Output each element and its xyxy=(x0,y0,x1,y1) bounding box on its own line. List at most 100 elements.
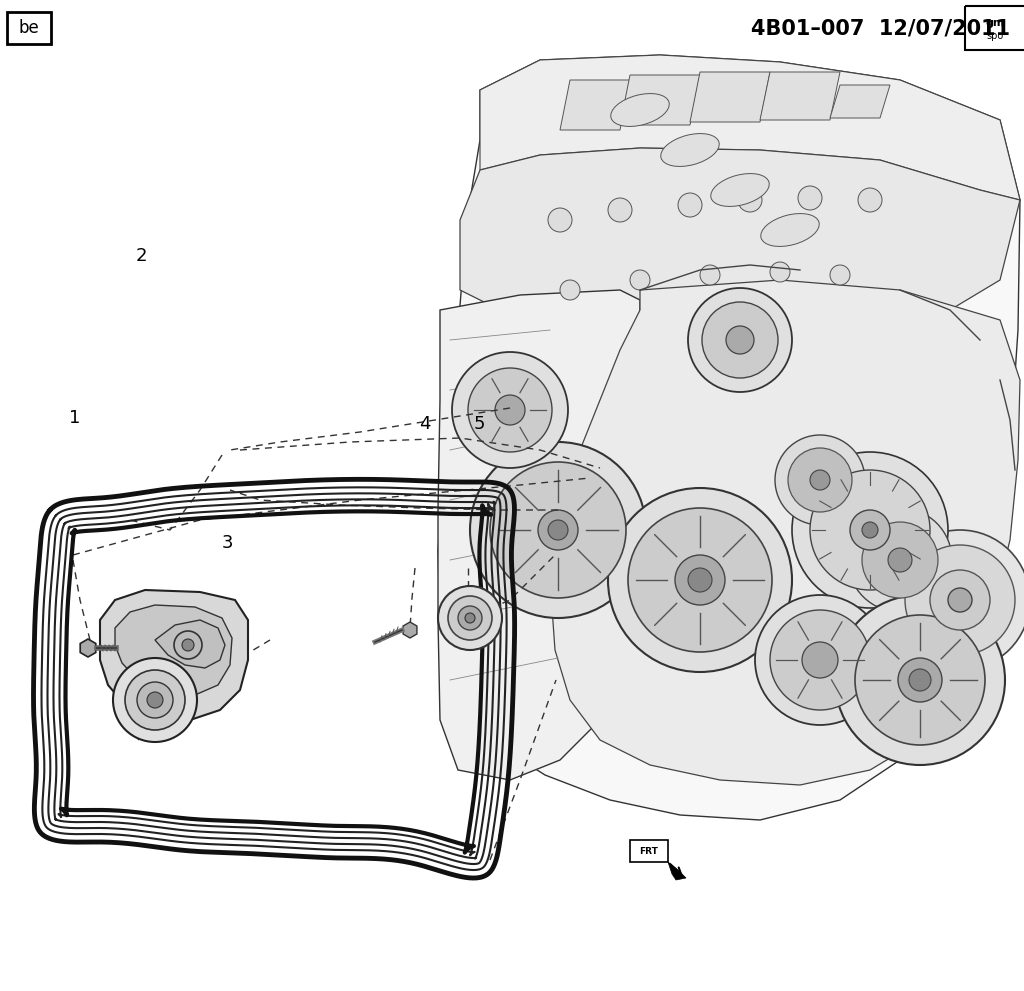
Text: FRT: FRT xyxy=(640,846,658,855)
Circle shape xyxy=(888,548,912,572)
Circle shape xyxy=(174,631,202,659)
Circle shape xyxy=(941,630,951,640)
Text: 4B01–007  12/07/2011: 4B01–007 12/07/2011 xyxy=(751,18,1010,38)
Polygon shape xyxy=(560,80,630,130)
Circle shape xyxy=(830,265,850,285)
Circle shape xyxy=(581,573,591,583)
Circle shape xyxy=(726,326,754,354)
Circle shape xyxy=(810,470,930,590)
Polygon shape xyxy=(830,85,890,118)
Circle shape xyxy=(525,478,536,488)
Polygon shape xyxy=(480,55,1020,200)
Polygon shape xyxy=(100,590,248,720)
Circle shape xyxy=(608,198,632,222)
Circle shape xyxy=(458,606,482,630)
Circle shape xyxy=(905,545,1015,655)
Circle shape xyxy=(802,642,838,678)
Circle shape xyxy=(438,586,502,650)
Circle shape xyxy=(465,613,475,623)
Polygon shape xyxy=(460,148,1020,320)
Circle shape xyxy=(770,262,790,282)
Circle shape xyxy=(725,627,735,637)
Circle shape xyxy=(608,525,618,535)
Circle shape xyxy=(775,435,865,525)
Circle shape xyxy=(182,639,194,651)
Polygon shape xyxy=(690,72,770,122)
Circle shape xyxy=(147,692,163,708)
Text: 2: 2 xyxy=(135,247,147,265)
Circle shape xyxy=(850,510,890,550)
Polygon shape xyxy=(620,75,700,125)
Circle shape xyxy=(608,488,792,672)
Polygon shape xyxy=(80,639,96,657)
Circle shape xyxy=(630,270,650,290)
Circle shape xyxy=(858,188,882,212)
Circle shape xyxy=(725,523,735,533)
Text: 1: 1 xyxy=(69,409,81,427)
Circle shape xyxy=(792,452,948,608)
Polygon shape xyxy=(155,620,225,668)
Circle shape xyxy=(452,352,568,468)
Text: be: be xyxy=(18,19,39,37)
Circle shape xyxy=(862,522,878,538)
Ellipse shape xyxy=(660,134,719,166)
Circle shape xyxy=(490,462,626,598)
Circle shape xyxy=(548,208,572,232)
Circle shape xyxy=(948,588,972,612)
Circle shape xyxy=(855,615,985,745)
Text: spo: spo xyxy=(987,31,1004,41)
Text: 3: 3 xyxy=(221,534,233,552)
Circle shape xyxy=(909,669,931,691)
Circle shape xyxy=(560,280,580,300)
Circle shape xyxy=(548,520,568,540)
Circle shape xyxy=(449,596,492,640)
Polygon shape xyxy=(550,280,1020,785)
Text: gm: gm xyxy=(986,18,1005,28)
Circle shape xyxy=(798,186,822,210)
Circle shape xyxy=(898,658,942,702)
Circle shape xyxy=(862,522,938,598)
Circle shape xyxy=(688,288,792,392)
Polygon shape xyxy=(115,605,232,695)
Circle shape xyxy=(688,568,712,592)
Circle shape xyxy=(495,395,525,425)
Circle shape xyxy=(675,555,725,605)
Ellipse shape xyxy=(610,93,670,127)
Circle shape xyxy=(525,573,536,583)
Circle shape xyxy=(810,470,830,490)
Circle shape xyxy=(889,720,899,730)
Circle shape xyxy=(678,193,702,217)
Circle shape xyxy=(468,368,552,452)
Circle shape xyxy=(137,682,173,718)
Polygon shape xyxy=(438,55,1020,820)
Text: 4: 4 xyxy=(419,415,431,433)
Circle shape xyxy=(848,508,952,612)
Circle shape xyxy=(967,675,977,685)
Circle shape xyxy=(755,595,885,725)
Ellipse shape xyxy=(711,173,769,206)
Polygon shape xyxy=(668,862,686,880)
Circle shape xyxy=(635,575,645,585)
Text: 5: 5 xyxy=(473,415,485,433)
Polygon shape xyxy=(760,72,840,120)
Circle shape xyxy=(890,530,1024,670)
Circle shape xyxy=(700,265,720,285)
Circle shape xyxy=(125,670,185,730)
Circle shape xyxy=(581,478,591,488)
Circle shape xyxy=(470,442,646,618)
Bar xyxy=(630,840,668,862)
Circle shape xyxy=(738,188,762,212)
Circle shape xyxy=(941,720,951,730)
Circle shape xyxy=(770,610,870,710)
Circle shape xyxy=(788,448,852,512)
Polygon shape xyxy=(438,290,640,780)
Ellipse shape xyxy=(761,214,819,247)
Circle shape xyxy=(113,658,197,742)
Circle shape xyxy=(755,575,765,585)
Circle shape xyxy=(863,675,873,685)
Circle shape xyxy=(930,570,990,630)
Circle shape xyxy=(835,595,1005,765)
Circle shape xyxy=(665,523,675,533)
Circle shape xyxy=(498,525,508,535)
Circle shape xyxy=(538,510,578,550)
